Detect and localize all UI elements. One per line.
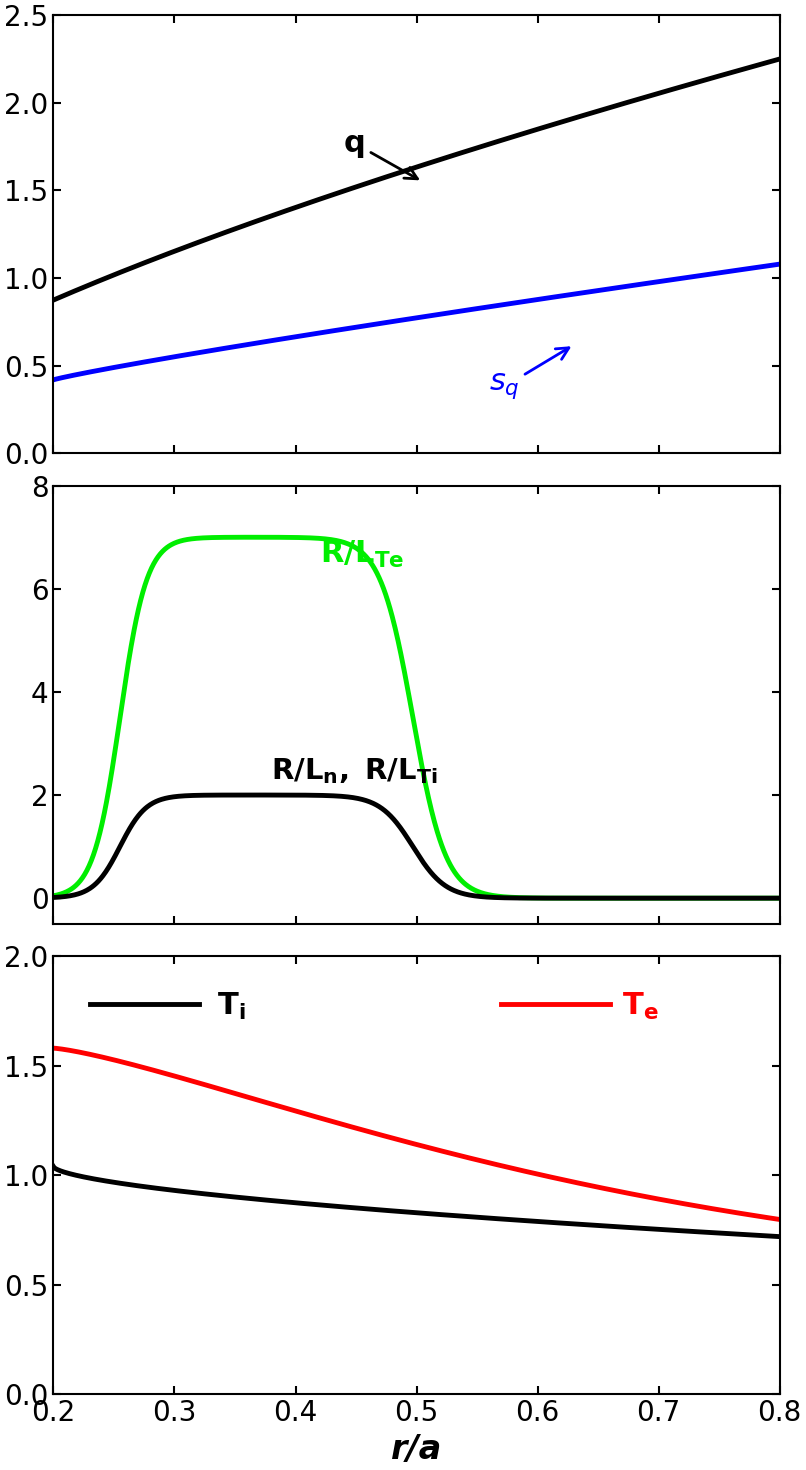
Text: $\mathbf{T_i}$: $\mathbf{T_i}$: [217, 991, 245, 1022]
Text: q: q: [344, 129, 418, 179]
Text: $\mathbf{T_e}$: $\mathbf{T_e}$: [622, 991, 659, 1022]
Text: $\mathbf{R/L_n,\ R/L_{Ti}}$: $\mathbf{R/L_n,\ R/L_{Ti}}$: [272, 757, 438, 786]
Text: $\mathbf{R/L_{Te}}$: $\mathbf{R/L_{Te}}$: [320, 539, 404, 570]
Text: $s_q$: $s_q$: [489, 348, 569, 401]
X-axis label: r/a: r/a: [391, 1433, 442, 1466]
